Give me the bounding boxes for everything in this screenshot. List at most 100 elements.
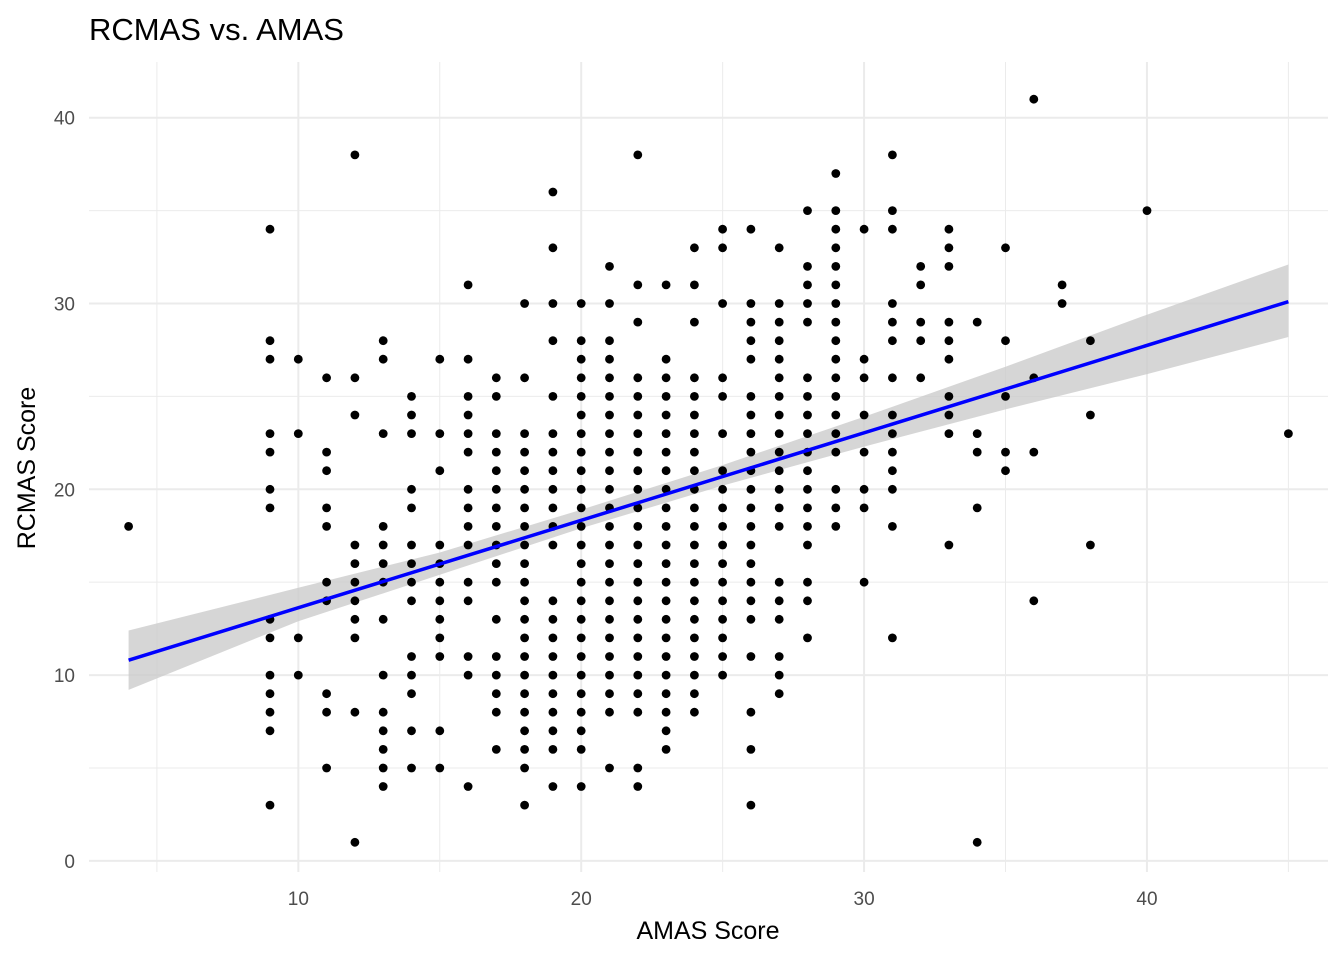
data-point <box>463 522 473 531</box>
data-point <box>322 707 331 717</box>
data-point <box>803 206 812 216</box>
data-point <box>1029 94 1039 104</box>
data-point <box>690 410 699 420</box>
data-point <box>944 540 954 550</box>
data-point <box>576 652 586 661</box>
x-tick-label: 30 <box>854 889 875 910</box>
data-point <box>407 763 416 773</box>
data-point <box>859 224 869 234</box>
data-point <box>831 224 841 234</box>
data-point <box>774 522 784 531</box>
data-point <box>718 466 727 476</box>
data-point <box>350 540 360 550</box>
data-point <box>605 373 614 383</box>
data-point <box>803 262 812 271</box>
data-point <box>859 503 869 513</box>
data-point <box>916 336 926 346</box>
data-point <box>435 540 445 550</box>
data-point <box>520 726 529 736</box>
data-point <box>491 429 501 438</box>
data-point <box>944 243 954 253</box>
data-point <box>520 447 529 457</box>
data-point <box>576 726 586 736</box>
data-point <box>548 503 558 513</box>
data-point <box>322 763 331 773</box>
data-point <box>605 763 614 773</box>
data-point <box>633 652 643 661</box>
data-point <box>605 596 614 606</box>
data-point <box>576 577 586 587</box>
data-point <box>661 633 671 643</box>
data-point <box>661 652 671 661</box>
data-point <box>661 429 671 438</box>
data-point <box>944 410 954 420</box>
data-point <box>576 503 586 513</box>
data-point <box>435 614 445 624</box>
data-point <box>661 484 671 494</box>
data-point <box>265 336 275 346</box>
data-point <box>463 392 473 401</box>
major-gridlines <box>89 62 1328 872</box>
data-point <box>520 745 529 754</box>
data-point <box>718 577 727 587</box>
data-point <box>690 429 699 438</box>
data-point <box>548 187 558 197</box>
data-point <box>774 503 784 513</box>
data-point <box>746 299 756 308</box>
data-point <box>746 614 756 624</box>
data-point <box>548 336 558 346</box>
data-point <box>633 484 643 494</box>
data-point <box>831 484 841 494</box>
data-point <box>859 577 869 587</box>
points-layer <box>124 94 1293 847</box>
data-point <box>1142 206 1152 216</box>
data-point <box>972 429 982 438</box>
data-point <box>520 763 529 773</box>
data-point <box>548 652 558 661</box>
data-point <box>690 596 699 606</box>
data-point <box>746 577 756 587</box>
data-point <box>718 243 727 253</box>
data-point <box>633 447 643 457</box>
data-point <box>576 299 586 308</box>
data-point <box>718 429 727 438</box>
data-point <box>322 522 331 531</box>
data-point <box>888 317 897 327</box>
data-point <box>576 466 586 476</box>
data-point <box>576 522 586 531</box>
data-point <box>774 689 784 699</box>
data-point <box>661 559 671 568</box>
data-point <box>378 670 388 680</box>
data-point <box>378 429 388 438</box>
data-point <box>463 410 473 420</box>
data-point <box>633 522 643 531</box>
data-point <box>407 596 416 606</box>
data-point <box>774 652 784 661</box>
data-point <box>831 262 841 271</box>
y-axis-ticks: 0 10 20 30 40 <box>54 109 75 873</box>
data-point <box>605 522 614 531</box>
data-point <box>859 410 869 420</box>
data-point <box>690 522 699 531</box>
data-point <box>576 392 586 401</box>
data-point <box>378 336 388 346</box>
data-point <box>576 354 586 364</box>
y-tick-label: 40 <box>54 109 75 130</box>
data-point <box>520 670 529 680</box>
data-point <box>774 410 784 420</box>
data-point <box>774 596 784 606</box>
data-point <box>378 763 388 773</box>
data-point <box>888 206 897 216</box>
data-point <box>576 782 586 791</box>
data-point <box>491 484 501 494</box>
data-point <box>633 392 643 401</box>
data-point <box>831 354 841 364</box>
data-point <box>265 429 275 438</box>
data-point <box>378 522 388 531</box>
data-point <box>888 150 897 160</box>
data-point <box>576 410 586 420</box>
data-point <box>718 670 727 680</box>
data-point <box>378 559 388 568</box>
data-point <box>548 707 558 717</box>
data-point <box>661 373 671 383</box>
